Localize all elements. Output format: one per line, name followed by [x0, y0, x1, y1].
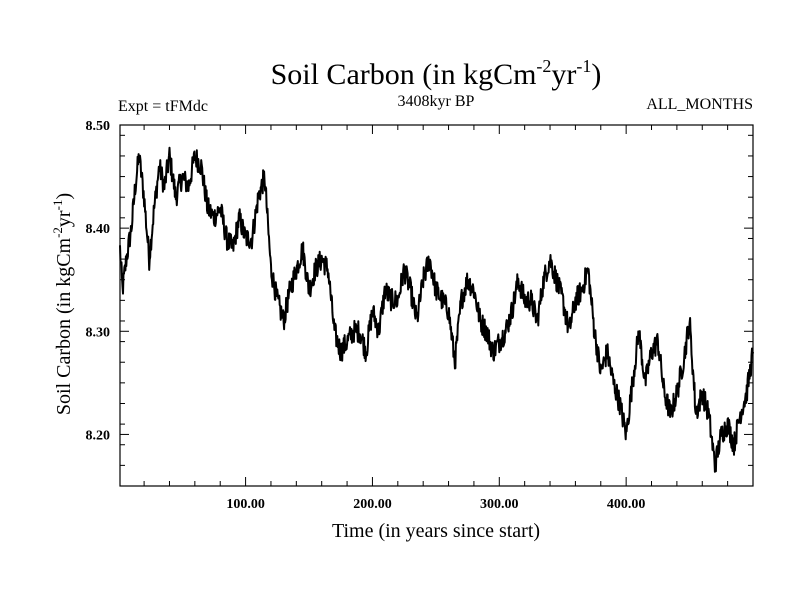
y-tick-label: 8.20 [86, 428, 111, 443]
x-tick-label: 100.00 [226, 497, 265, 512]
plot-frame [119, 124, 754, 487]
ticks-layer: 100.00 200.00 300.00 400.00 8.20 8.30 8.40 8.50 [86, 119, 753, 512]
subtitle-right: ALL_MONTHS [646, 96, 753, 113]
y-tick-label: 8.50 [86, 119, 111, 134]
x-tick-label: 400.00 [607, 497, 646, 512]
series-line [119, 146, 754, 473]
chart-title: Soil Carbon (in kgCm-2yr-1) [271, 56, 602, 91]
x-axis-label: Time (in years since start) [332, 520, 540, 542]
y-tick-label: 8.40 [86, 222, 111, 237]
subtitle-left: Expt = tFMdc [118, 98, 208, 115]
y-tick-label: 8.30 [86, 325, 111, 340]
subtitle-center: 3408kyr BP [398, 93, 475, 110]
x-tick-label: 200.00 [353, 497, 392, 512]
x-tick-label: 300.00 [480, 497, 519, 512]
y-axis-label: Soil Carbon (in kgCm-2yr-1) [50, 193, 75, 415]
